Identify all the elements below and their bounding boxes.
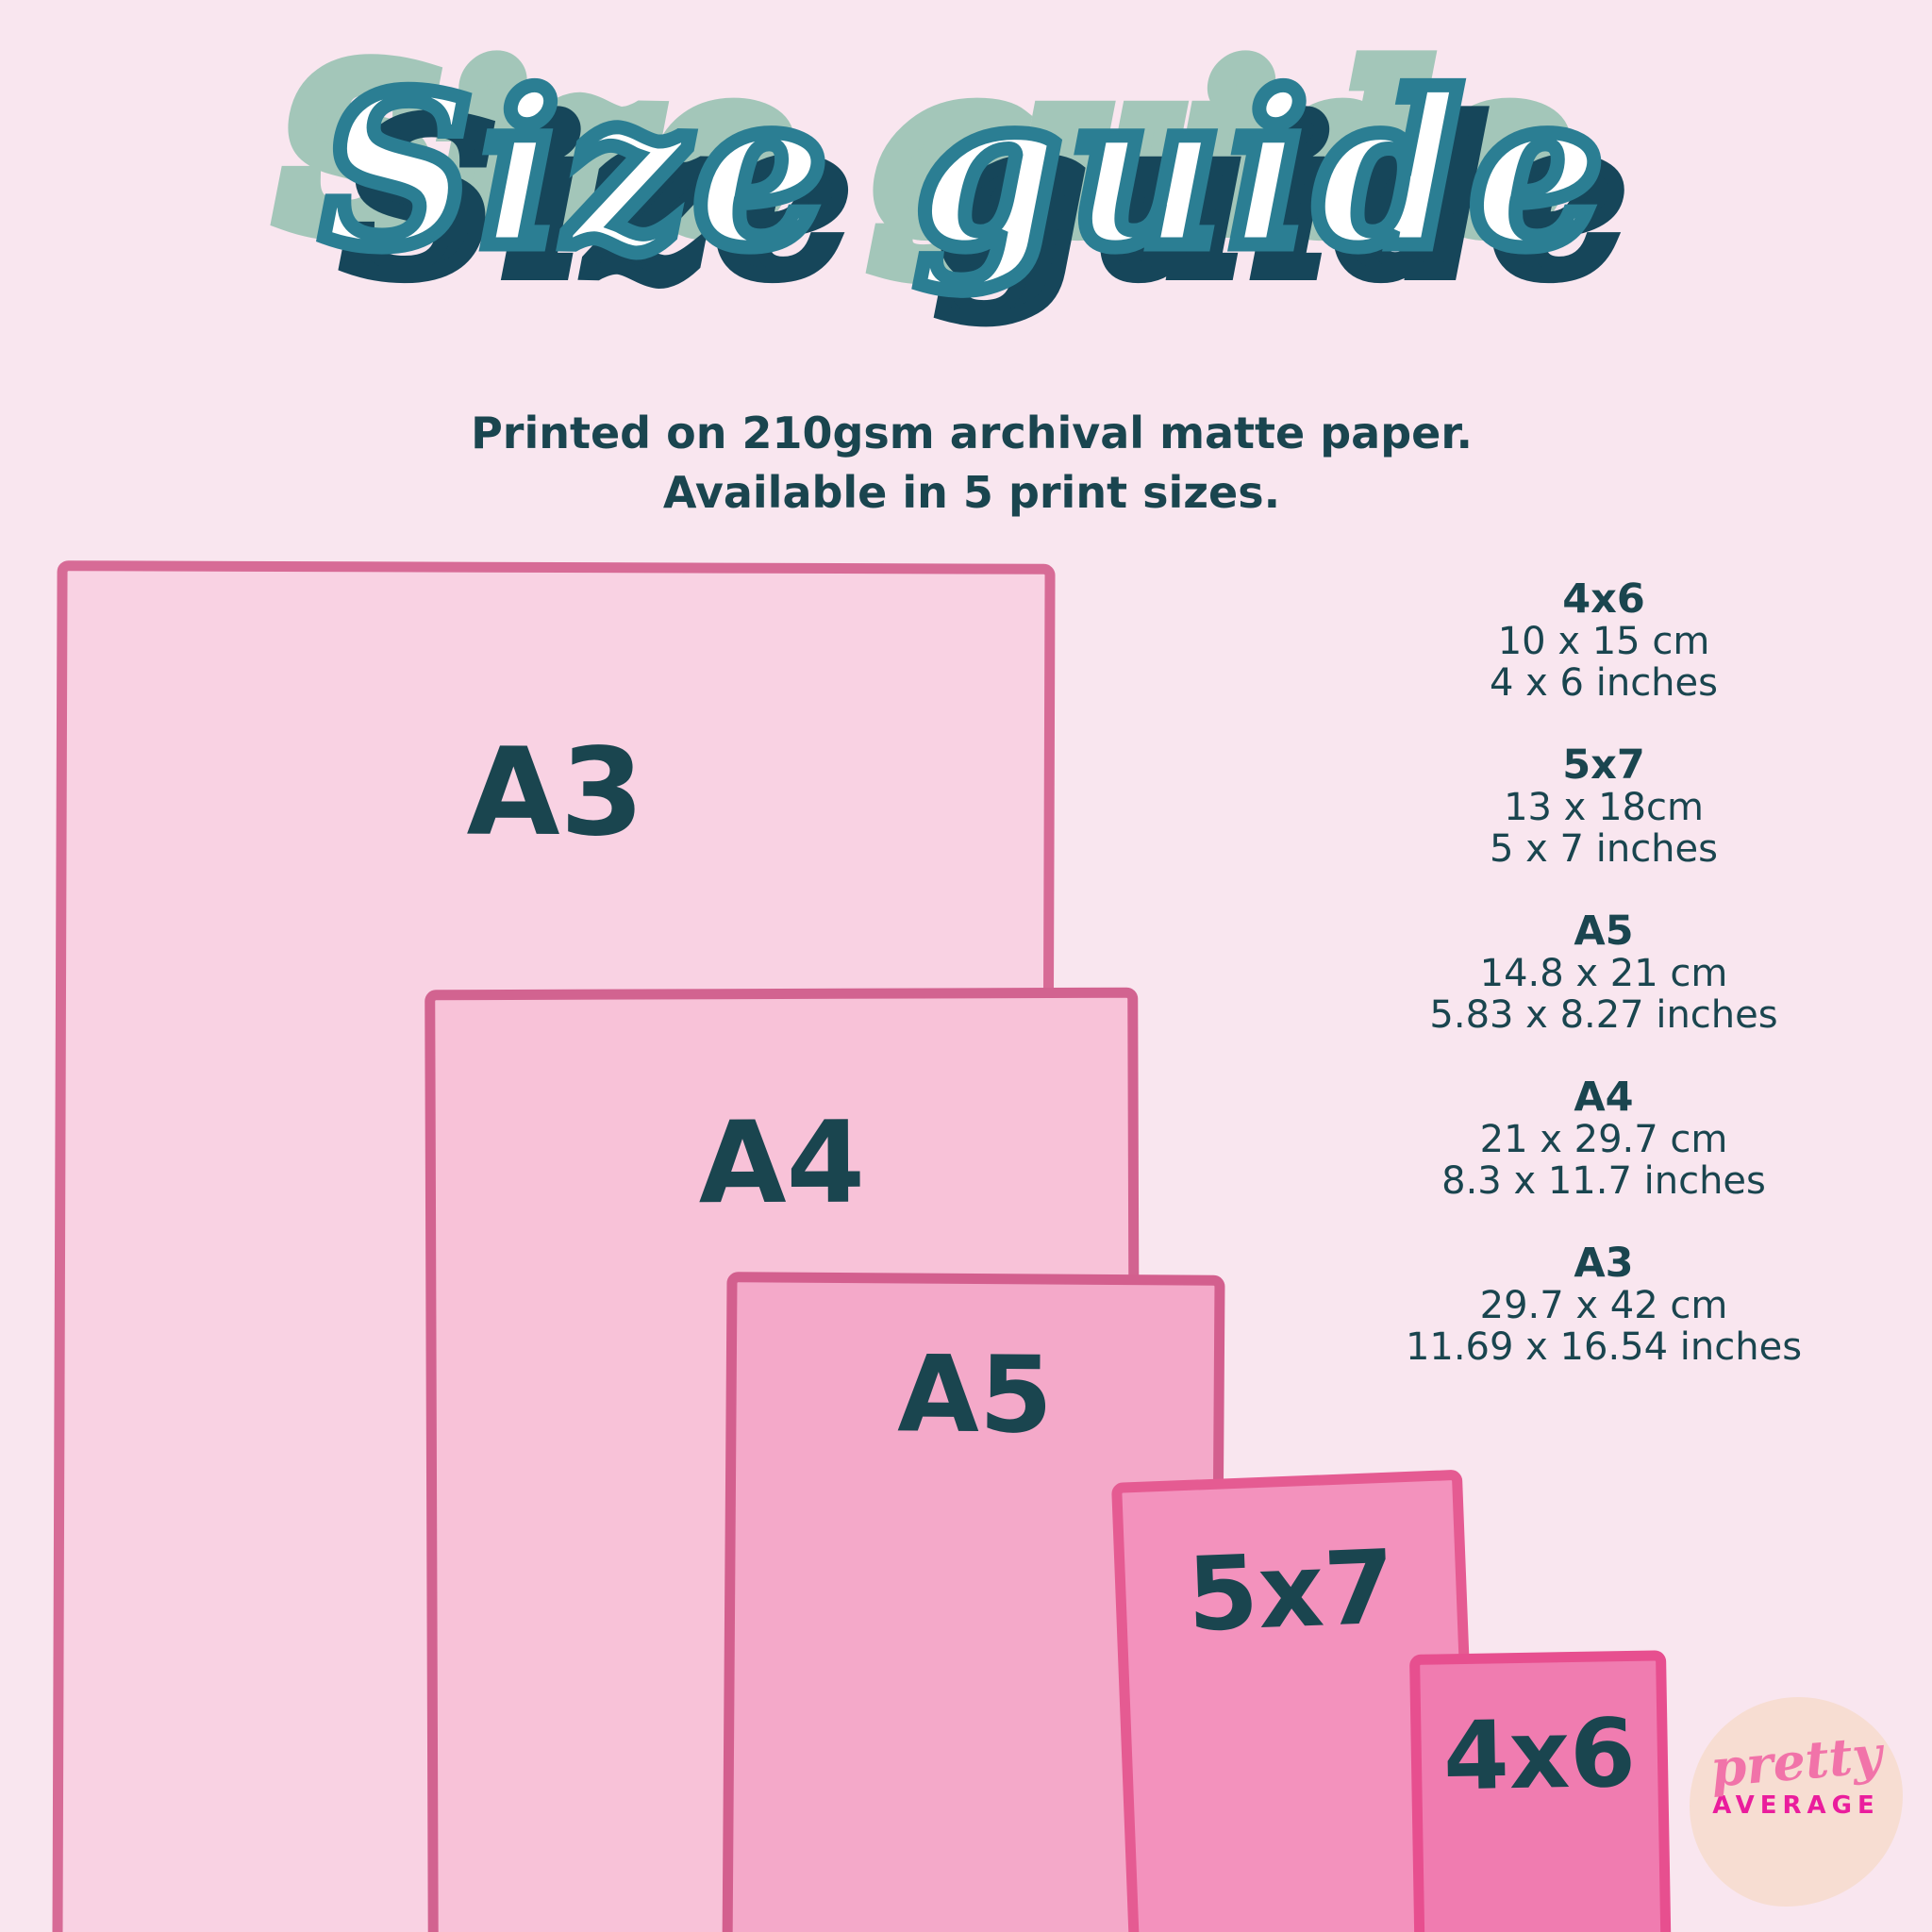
size-cm: 10 x 15 cm [1497, 620, 1710, 663]
size-name: 4x6 [1562, 575, 1645, 623]
paper-rect-4x6-label: 4x6 [1442, 1697, 1637, 1812]
size-name: A5 [1574, 908, 1634, 955]
size-cm: 13 x 18cm [1504, 786, 1704, 829]
paper-rect-5x7-label: 5x7 [1185, 1528, 1397, 1655]
subtitle-line-1: Printed on 210gsm archival matte paper. [471, 408, 1473, 458]
size-cm: 29.7 x 42 cm [1479, 1284, 1728, 1327]
brand-logo-caps-text: AVERAGE [1712, 1791, 1880, 1820]
size-inches: 11.69 x 16.54 inches [1405, 1325, 1803, 1369]
brand-logo: pretty AVERAGE [1690, 1697, 1903, 1907]
size-group-5x7: 5x7 13 x 18cm 5 x 7 inches [1406, 743, 1802, 870]
brand-logo-script-text: pretty [1707, 1724, 1885, 1799]
size-inches: 4 x 6 inches [1490, 661, 1718, 705]
page-title-shadow-sage: Size guide [270, 14, 1580, 288]
size-name: A4 [1574, 1074, 1634, 1121]
paper-rect-4x6: 4x6 [1409, 1650, 1672, 1932]
size-inches: 5.83 x 8.27 inches [1429, 993, 1778, 1037]
size-group-a5: A5 14.8 x 21 cm 5.83 x 8.27 inches [1406, 909, 1802, 1036]
size-name: 5x7 [1562, 741, 1645, 789]
size-inches: 5 x 7 inches [1490, 827, 1718, 871]
page-title: Size guide [314, 42, 1611, 302]
size-group-a3: A3 29.7 x 42 cm 11.69 x 16.54 inches [1406, 1241, 1802, 1368]
size-name: A3 [1574, 1240, 1634, 1287]
paper-rect-a5-label: A5 [896, 1333, 1054, 1457]
size-list: 4x6 10 x 15 cm 4 x 6 inches 5x7 13 x 18c… [1406, 577, 1802, 1407]
page-title-shadow-navy: Size guide [337, 70, 1634, 330]
size-cm: 14.8 x 21 cm [1479, 952, 1728, 995]
size-inches: 8.3 x 11.7 inches [1441, 1159, 1766, 1203]
subtitle-line-2: Available in 5 print sizes. [662, 467, 1281, 518]
size-cm: 21 x 29.7 cm [1479, 1118, 1728, 1161]
paper-rect-a3-label: A3 [466, 722, 645, 864]
size-group-4x6: 4x6 10 x 15 cm 4 x 6 inches [1406, 577, 1802, 704]
size-group-a4: A4 21 x 29.7 cm 8.3 x 11.7 inches [1406, 1075, 1802, 1202]
subtitle: Printed on 210gsm archival matte paper. … [28, 404, 1915, 523]
paper-rect-a4-label: A4 [698, 1097, 866, 1230]
